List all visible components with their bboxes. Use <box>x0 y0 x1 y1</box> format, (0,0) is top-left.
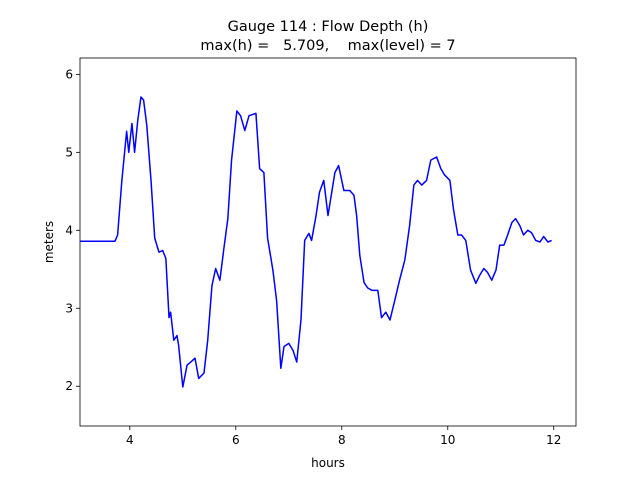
data-line <box>80 96 552 388</box>
x-tick-label: 10 <box>440 433 455 447</box>
x-tick-label: 4 <box>126 433 134 447</box>
y-tick-label: 2 <box>65 379 73 393</box>
x-axis-label: hours <box>311 456 345 470</box>
y-tick-label: 4 <box>65 223 73 237</box>
chart-title: Gauge 114 : Flow Depth (h) <box>228 19 429 35</box>
y-tick-label: 6 <box>65 67 73 81</box>
y-tick-label: 3 <box>65 301 73 315</box>
plot-frame <box>79 57 577 427</box>
x-tick-label: 12 <box>546 433 561 447</box>
x-tick-label: 6 <box>232 433 240 447</box>
y-tick-label: 5 <box>65 145 73 159</box>
y-axis-label: meters <box>42 221 56 263</box>
x-tick-label: 8 <box>338 433 346 447</box>
chart-subtitle: max(h) = 5.709, max(level) = 7 <box>200 38 455 54</box>
